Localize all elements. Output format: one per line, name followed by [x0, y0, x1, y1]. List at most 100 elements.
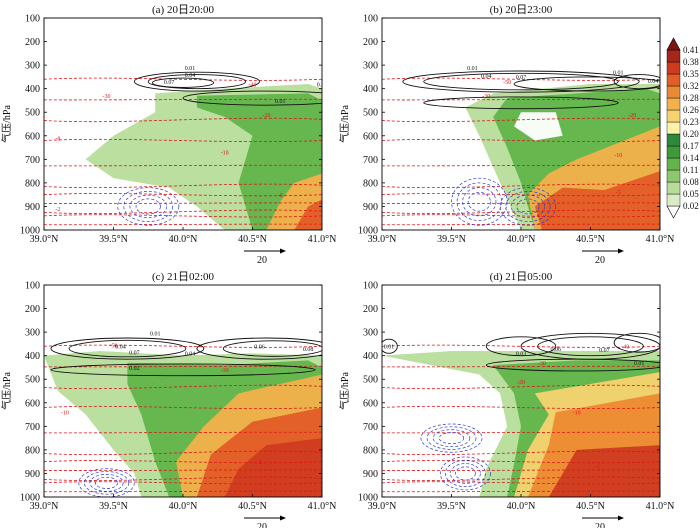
y-tick-label: 600 — [25, 131, 40, 142]
red-contour-label: -2 — [55, 207, 60, 213]
y-axis-label: 气压/hPa — [338, 372, 351, 410]
colorbar: 0.02 0.05 0.08 0.11 0.14 0.17 0.20 0.23 0.26 0.28… — [666, 37, 699, 219]
y-tick-label: 300 — [25, 61, 40, 72]
red-dashed-contour — [382, 214, 660, 218]
colorbar-segment — [666, 61, 681, 75]
red-dashed-contour — [44, 214, 322, 218]
red-contour-label: -40 — [249, 82, 257, 88]
y-tick-label: 400 — [363, 351, 378, 362]
red-dashed-contour — [382, 138, 660, 143]
y-tick-label: 100 — [25, 281, 40, 292]
x-tick-label: 39.5°N — [99, 501, 128, 512]
x-tick-label: 41.0°N — [646, 234, 675, 245]
contour-label: 0.04 — [185, 352, 196, 358]
blue-dashed-contour — [420, 423, 483, 453]
red-dashed-contour — [382, 117, 660, 123]
contour-label: 0.04 — [115, 345, 126, 351]
x-tick-label: 40.0°N — [507, 234, 536, 245]
red-contour-label: -30 — [482, 94, 490, 100]
red-contour-label: -10 — [614, 153, 622, 159]
red-contour-label: -40 — [621, 345, 629, 351]
colorbar-segment — [666, 157, 681, 171]
red-dashed-contour — [382, 77, 660, 81]
colorbar-tick-label: 0.41 — [683, 45, 699, 55]
red-dashed-contour — [44, 405, 322, 410]
blue-dashed-contour — [505, 191, 551, 222]
red-dashed-contour — [44, 164, 322, 167]
x-tick-label: 39.0°N — [30, 501, 59, 512]
red-contour-label: -20 — [262, 113, 270, 119]
black-contour — [68, 339, 187, 358]
contour-label: 0.07 — [164, 80, 175, 86]
y-tick-label: 900 — [363, 469, 378, 480]
colorbar-segment — [666, 145, 681, 159]
x-tick-label: 39.5°N — [437, 501, 466, 512]
colorbar-segment — [666, 133, 681, 147]
colorbar-segment — [666, 121, 681, 135]
y-tick-label: 900 — [25, 202, 40, 213]
x-tick-label: 40.5°N — [576, 234, 605, 245]
y-tick-label: 200 — [363, 37, 378, 48]
black-contour — [423, 96, 619, 110]
y-tick-label: 500 — [25, 375, 40, 386]
colorbar-tick-label: 0.38 — [683, 57, 699, 67]
x-tick-label: 41.0°N — [646, 501, 675, 512]
panel-title: (a) 20日20:00 — [152, 4, 215, 16]
red-contour-label: -5 — [595, 465, 600, 471]
red-dashed-contour — [382, 344, 660, 348]
contour-label: 0.04 — [185, 73, 196, 79]
colorbar-tick-label: 0.35 — [683, 69, 699, 79]
contour-label: 0.01 — [150, 332, 161, 338]
red-contour-label: -10 — [61, 411, 69, 417]
y-tick-label: 200 — [25, 304, 40, 315]
red-dashed-contour — [44, 476, 322, 481]
contour-label: 0.03 — [516, 352, 527, 358]
colorbar-tick-label: 0.26 — [683, 105, 699, 115]
y-axis-label: 气压/hPa — [0, 105, 13, 143]
colorbar-segment — [666, 37, 681, 51]
red-dashed-contour — [382, 460, 660, 464]
black-contour — [196, 337, 322, 360]
black-contour — [613, 74, 660, 90]
blue-dashed-contour — [135, 198, 161, 215]
blue-dashed-contour — [451, 177, 508, 226]
y-tick-label: 100 — [363, 281, 378, 292]
blue-dashed-contour — [455, 466, 476, 481]
red-dashed-contour — [44, 138, 322, 143]
y-tick-label: 100 — [25, 14, 40, 25]
x-tick-label: 40.0°N — [169, 501, 198, 512]
contour-label: 0.01 — [467, 66, 478, 72]
red-contour-label: -20 — [628, 113, 636, 119]
shade-region-4 — [514, 112, 563, 141]
x-tick-label: 40.5°N — [238, 501, 267, 512]
blue-dashed-contour — [83, 471, 130, 495]
x-tick-label: 39.0°N — [368, 234, 397, 245]
reference-arrow-label: 20 — [257, 522, 267, 528]
panel-title: (b) 20日23:00 — [490, 4, 553, 16]
red-dashed-contour — [382, 209, 660, 214]
x-tick-label: 39.0°N — [30, 234, 59, 245]
y-tick-label: 600 — [363, 398, 378, 409]
black-contour — [613, 332, 660, 353]
y-tick-label: 400 — [25, 351, 40, 362]
y-tick-label: 1000 — [20, 226, 40, 237]
red-dashed-contour — [44, 209, 322, 214]
colorbar-tick-label: 0.05 — [683, 189, 699, 199]
reference-arrow-label: 20 — [257, 255, 267, 266]
blue-dashed-contour — [440, 456, 491, 491]
blue-dashed-contour — [456, 182, 502, 221]
colorbar-tick-label: 0.14 — [683, 153, 699, 163]
red-dashed-contour — [44, 481, 322, 485]
black-contour — [423, 72, 619, 91]
colorbar-tick-label: 0.20 — [683, 129, 699, 139]
x-tick-label: 40.0°N — [169, 234, 198, 245]
panel-title: (c) 21日02:00 — [152, 271, 215, 283]
blue-dashed-contour — [117, 187, 180, 226]
reference-arrowhead — [280, 248, 286, 254]
y-tick-label: 500 — [363, 108, 378, 119]
blue-dashed-contour — [129, 194, 167, 219]
black-contour — [485, 336, 557, 357]
y-tick-label: 1000 — [358, 226, 378, 237]
contour-label: 0.01 — [613, 71, 624, 77]
black-contour — [50, 337, 205, 360]
